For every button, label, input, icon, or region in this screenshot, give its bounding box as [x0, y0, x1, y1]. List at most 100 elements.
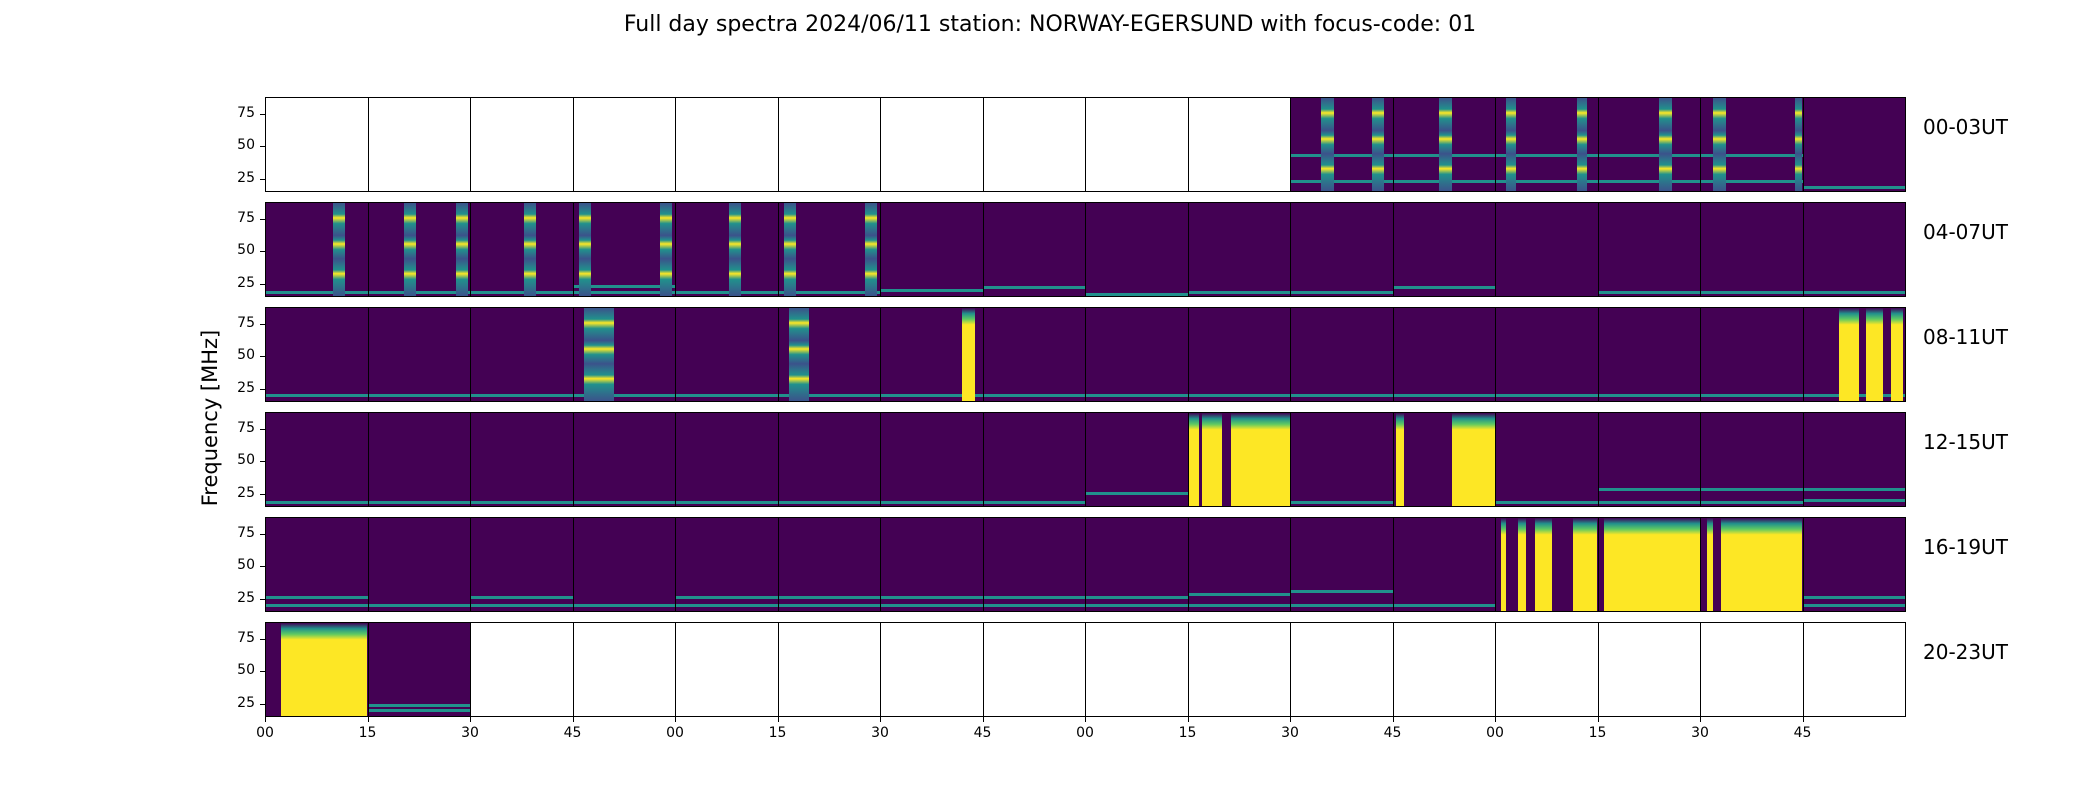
spectrum-panel — [265, 412, 369, 507]
spectrum-panel — [572, 202, 676, 297]
burst-column — [783, 203, 796, 296]
spectrum-panel — [367, 517, 471, 612]
interference-band — [1496, 153, 1598, 157]
y-tick-label: 25 — [237, 484, 255, 501]
interference-band — [1291, 589, 1393, 593]
y-tick-label: 75 — [237, 209, 255, 226]
spectrum-panel — [982, 412, 1086, 507]
x-tick-mark — [265, 717, 266, 722]
interference-band — [1598, 393, 1700, 397]
x-tick-label: 45 — [563, 725, 582, 741]
x-tick-mark — [982, 717, 984, 722]
spectrum-panel — [1392, 412, 1496, 507]
spectrum-panel — [1290, 307, 1394, 402]
interference-band — [1701, 488, 1803, 492]
y-tick-label: 50 — [237, 557, 255, 574]
spectrum-panel — [1085, 97, 1189, 192]
x-tick-mark — [1290, 717, 1291, 722]
interference-band — [368, 703, 470, 707]
spectrum-panel — [675, 412, 779, 507]
row-time-label: 08-11UT — [1923, 325, 2008, 349]
burst-column — [1439, 98, 1453, 191]
x-tick-label: 45 — [1383, 725, 1402, 741]
spectrum-panel — [1700, 202, 1804, 297]
burst-column — [788, 308, 809, 401]
y-tick-label: 50 — [237, 137, 255, 154]
y-tick-label: 25 — [237, 694, 255, 711]
burst-column — [1577, 98, 1588, 191]
saturated-region — [1573, 518, 1598, 611]
interference-band — [1086, 393, 1188, 397]
spectrum-panel — [777, 202, 881, 297]
interference-band — [676, 596, 778, 600]
interference-band — [1393, 603, 1495, 607]
interference-band — [983, 501, 1085, 505]
interference-band — [881, 501, 983, 505]
spectrum-panel — [1392, 202, 1496, 297]
spectrum-panel — [265, 97, 369, 192]
spectrum-panel — [1700, 517, 1804, 612]
spectrum-panel — [675, 97, 779, 192]
y-tick-mark — [260, 428, 265, 430]
spectrum-panel — [1392, 307, 1496, 402]
interference-band — [471, 596, 573, 600]
y-tick-mark — [260, 566, 265, 568]
spectrum-panel — [1290, 412, 1394, 507]
y-tick-mark — [260, 493, 265, 495]
spectrum-panel — [1802, 412, 1906, 507]
x-tick-label: 15 — [1588, 725, 1607, 741]
spectrum-panel — [1187, 412, 1291, 507]
interference-band — [1086, 492, 1188, 496]
burst-column — [1372, 98, 1385, 191]
x-tick-mark — [1085, 717, 1086, 722]
interference-band — [778, 603, 880, 607]
x-tick-mark — [1700, 717, 1701, 722]
saturated-region — [1201, 413, 1222, 506]
spectrum-panel — [880, 97, 984, 192]
interference-band — [1291, 393, 1393, 397]
interference-band — [676, 393, 778, 397]
spectrum-panel — [1700, 307, 1804, 402]
x-tick-label: 15 — [768, 725, 787, 741]
interference-band — [1598, 501, 1700, 505]
interference-band — [1701, 153, 1803, 157]
spectrum-panel — [1187, 517, 1291, 612]
y-tick-label: 75 — [237, 314, 255, 331]
spectrum-panel — [572, 412, 676, 507]
spectrum-panel — [470, 622, 574, 717]
burst-column — [864, 203, 877, 296]
spectrum-panel — [1495, 307, 1599, 402]
spectrum-panel — [367, 97, 471, 192]
burst-column — [1506, 98, 1517, 191]
burst-column — [404, 203, 417, 296]
interference-band — [368, 291, 470, 295]
spectrum-panel — [1700, 412, 1804, 507]
spectrum-panel — [470, 202, 574, 297]
interference-band — [881, 393, 983, 397]
x-tick-label: 30 — [871, 725, 889, 741]
interference-band — [368, 708, 470, 712]
saturated-region — [1603, 518, 1700, 611]
spectrum-panel — [367, 307, 471, 402]
spectrum-panel — [470, 307, 574, 402]
interference-band — [266, 501, 368, 505]
spectrum-panel — [367, 202, 471, 297]
interference-band — [1701, 179, 1803, 183]
chart-title: Full day spectra 2024/06/11 station: NOR… — [623, 12, 1477, 37]
spectrum-panel — [367, 412, 471, 507]
burst-column — [659, 203, 672, 296]
spectrum-panel — [367, 622, 471, 717]
interference-band — [1701, 393, 1803, 397]
y-tick-label: 75 — [237, 419, 255, 436]
interference-band — [1496, 501, 1598, 505]
interference-band — [983, 603, 1085, 607]
y-tick-label: 25 — [237, 379, 255, 396]
spectrum-panel — [1597, 97, 1701, 192]
interference-band — [676, 291, 778, 295]
interference-band — [573, 603, 675, 607]
spectrum-panel — [265, 202, 369, 297]
spectrum-panel — [1597, 622, 1701, 717]
spectrum-panel — [572, 307, 676, 402]
spectrum-panel — [1085, 622, 1189, 717]
y-tick-label: 50 — [237, 347, 255, 364]
